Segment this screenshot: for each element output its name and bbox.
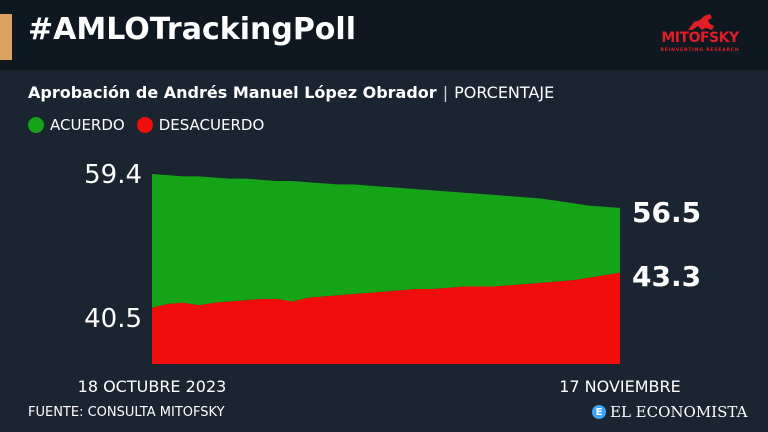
el-economista-icon: E	[592, 405, 606, 419]
subtitle-main: Aprobación de Andrés Manuel López Obrado…	[28, 83, 437, 102]
end-label-acuerdo: 56.5	[632, 196, 701, 229]
legend-label-desacuerdo: DESACUERDO	[158, 116, 265, 134]
accent-bar	[0, 14, 12, 60]
logo-tagline: REINVENTING RESEARCH	[660, 48, 740, 53]
logo-wordmark: MITOFSKY	[661, 30, 739, 46]
legend-dot-acuerdo	[28, 117, 44, 133]
x-end-label: 17 NOVIEMBRE	[559, 377, 681, 396]
mitofsky-logo: MITOFSKY REINVENTING RESEARCH	[654, 10, 746, 60]
publisher-brand: E EL ECONOMISTA	[592, 403, 747, 421]
chart-legend: ACUERDO DESACUERDO	[28, 116, 268, 134]
area-desacuerdo	[152, 272, 620, 364]
brand-name: EL ECONOMISTA	[610, 403, 748, 421]
legend-item-desacuerdo: DESACUERDO	[136, 116, 265, 134]
legend-label-acuerdo: ACUERDO	[50, 116, 125, 134]
area-acuerdo	[152, 174, 620, 308]
start-label-desacuerdo: 40.5	[84, 304, 142, 334]
area-chart: 59.4 40.5 56.5 43.3 18 OCTUBRE 2023 17 N…	[78, 160, 701, 396]
page-title: #AMLOTrackingPoll	[28, 12, 356, 47]
end-label-desacuerdo: 43.3	[632, 260, 701, 293]
source-note: FUENTE: CONSULTA MITOFSKY	[28, 405, 225, 420]
legend-item-acuerdo: ACUERDO	[28, 116, 125, 134]
subtitle-unit: PORCENTAJE	[454, 83, 555, 102]
start-label-acuerdo: 59.4	[84, 160, 142, 190]
chart-subtitle: Aprobación de Andrés Manuel López Obrado…	[28, 83, 554, 102]
horse-rider-icon	[688, 14, 714, 30]
legend-dot-desacuerdo	[136, 117, 153, 133]
x-start-label: 18 OCTUBRE 2023	[78, 377, 227, 396]
header-bar: #AMLOTrackingPoll MITOFSKY REINVENTING R…	[0, 0, 768, 70]
subtitle-separator: |	[442, 83, 449, 102]
